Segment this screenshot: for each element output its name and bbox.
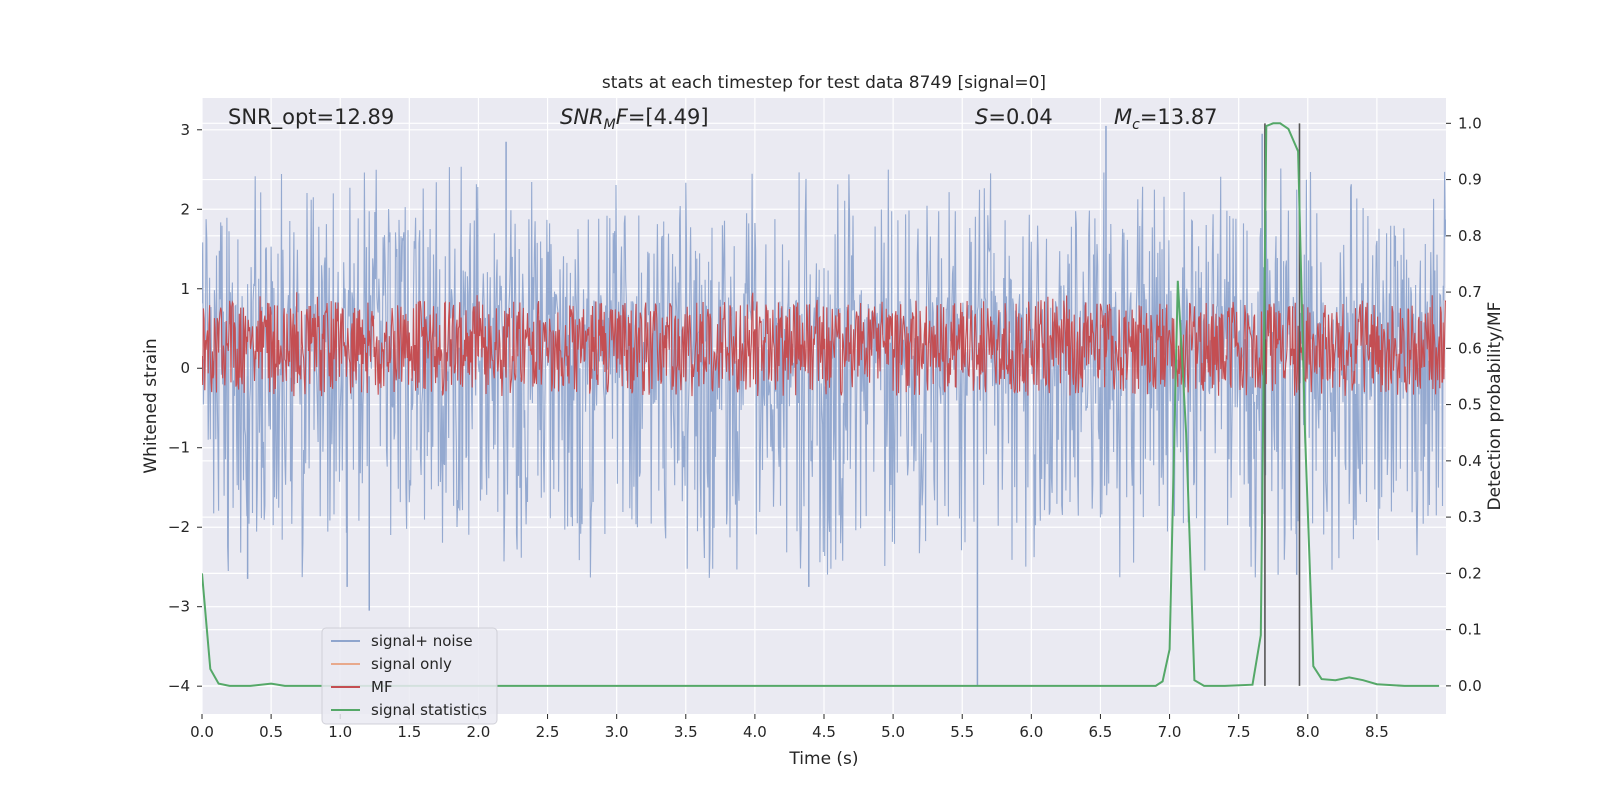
- y2-tick-label: 0.1: [1458, 621, 1482, 639]
- y-tick-label: 1: [180, 280, 190, 298]
- x-tick-label: 8.5: [1365, 723, 1389, 741]
- x-tick-label: 5.5: [950, 723, 974, 741]
- chart-title: stats at each timestep for test data 874…: [602, 73, 1046, 93]
- y2-tick-label: 0.8: [1458, 227, 1482, 245]
- y-tick-label: −1: [168, 439, 190, 457]
- x-tick-label: 5.0: [881, 723, 905, 741]
- series-signal-noise: [202, 166, 1446, 578]
- series-mf: [202, 292, 1446, 397]
- y2-tick-label: 1.0: [1458, 114, 1482, 132]
- legend-label: signal+ noise: [371, 632, 473, 650]
- x-tick-label: 4.0: [743, 723, 767, 741]
- x-tick-label: 2.0: [467, 723, 491, 741]
- x-tick-label: 0.5: [259, 723, 283, 741]
- legend-label: signal only: [371, 655, 452, 673]
- y-tick-label: −4: [168, 677, 190, 695]
- y2-tick-label: 0.9: [1458, 171, 1482, 189]
- y2-tick-label: 0.0: [1458, 677, 1482, 695]
- x-tick-label: 1.0: [328, 723, 352, 741]
- x-tick-label: 7.0: [1158, 723, 1182, 741]
- x-tick-label: 4.5: [812, 723, 836, 741]
- y2-tick-label: 0.2: [1458, 564, 1482, 582]
- legend: signal+ noise signal only MF signal statist…: [321, 627, 498, 725]
- y2-axis-label: Detection probability/MF: [1485, 302, 1505, 511]
- annotation-2: SNRMF=[4.49]: [560, 105, 709, 133]
- legend-box: [321, 627, 498, 725]
- series-signal-statistics: [202, 122, 1440, 687]
- y-tick-label: −2: [168, 518, 190, 536]
- y2-tick-label: 0.4: [1458, 452, 1482, 470]
- x-tick-label: 3.5: [674, 723, 698, 741]
- x-tick-label: 0.0: [190, 723, 214, 741]
- x-tick-label: 2.5: [536, 723, 560, 741]
- x-tick-label: 8.0: [1296, 723, 1320, 741]
- legend-label: MF: [371, 678, 393, 696]
- annotation-4: Mc=13.87: [1114, 105, 1218, 133]
- x-axis-label: Time (s): [788, 749, 858, 769]
- x-tick-label: 3.0: [605, 723, 629, 741]
- y2-tick-label: 0.7: [1458, 283, 1482, 301]
- y-tick-label: 2: [180, 200, 190, 218]
- annotation-1: SNR_opt=12.89: [228, 105, 394, 130]
- y-tick-label: 3: [180, 121, 190, 139]
- y-tick-label: 0: [180, 359, 190, 377]
- legend-label: signal statistics: [371, 701, 487, 719]
- y-tick-label: −3: [168, 598, 190, 616]
- x-tick-label: 6.5: [1089, 723, 1113, 741]
- y-axis-label: Whitened strain: [141, 338, 161, 473]
- x-tick-label: 6.0: [1019, 723, 1043, 741]
- x-tick-label: 1.5: [397, 723, 421, 741]
- annotation-3: S=0.04: [975, 105, 1053, 129]
- y2-tick-label: 0.6: [1458, 339, 1482, 357]
- x-tick-label: 7.5: [1227, 723, 1251, 741]
- y2-tick-label: 0.3: [1458, 508, 1482, 526]
- y2-tick-label: 0.5: [1458, 396, 1482, 414]
